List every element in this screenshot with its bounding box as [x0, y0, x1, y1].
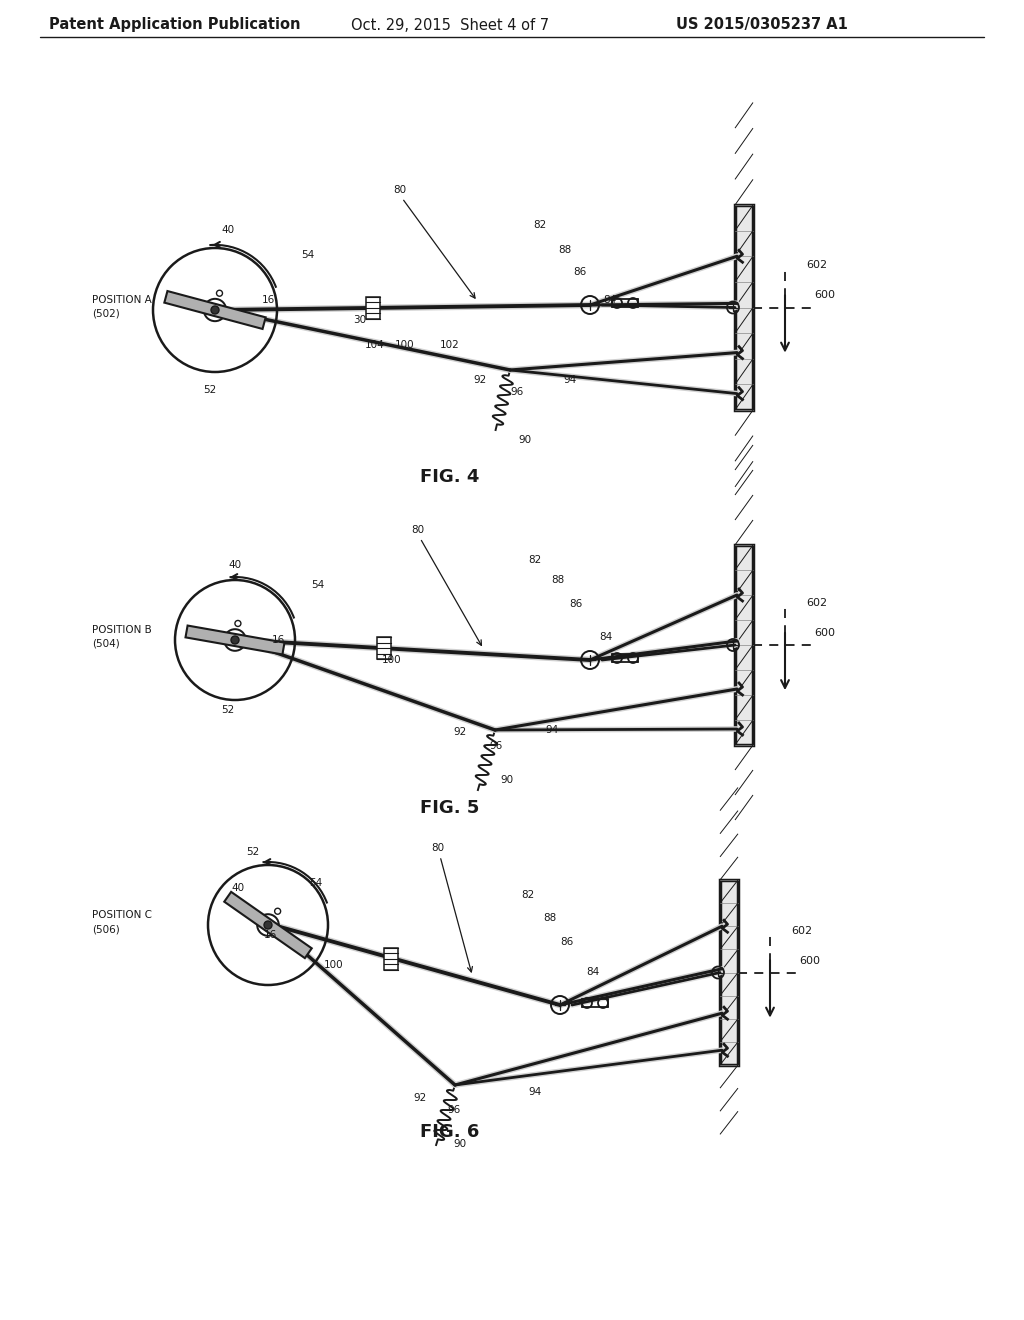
Polygon shape: [164, 290, 265, 329]
Text: FIG. 5: FIG. 5: [420, 799, 479, 817]
Text: (502): (502): [92, 309, 120, 319]
Text: POSITION B: POSITION B: [92, 624, 152, 635]
Circle shape: [274, 908, 281, 915]
Text: 102: 102: [440, 341, 460, 350]
Text: 80: 80: [412, 525, 425, 535]
Text: 16: 16: [263, 931, 276, 940]
Text: 92: 92: [414, 1093, 427, 1104]
Text: POSITION C: POSITION C: [92, 909, 152, 920]
Text: 40: 40: [221, 224, 234, 235]
Text: 80: 80: [393, 185, 407, 195]
Text: (504): (504): [92, 639, 120, 649]
Text: 54: 54: [311, 579, 325, 590]
Text: FIG. 4: FIG. 4: [420, 469, 479, 486]
Text: 40: 40: [231, 883, 245, 894]
Text: 96: 96: [489, 741, 503, 751]
Text: 94: 94: [546, 725, 559, 735]
Bar: [720, 880, 738, 1065]
Text: 104: 104: [366, 341, 385, 350]
Text: 600: 600: [800, 956, 820, 965]
Text: 100: 100: [395, 341, 415, 350]
Text: 16: 16: [261, 294, 274, 305]
Text: 52: 52: [221, 705, 234, 715]
Text: 84: 84: [587, 968, 600, 977]
Text: 30: 30: [353, 315, 367, 325]
Text: 86: 86: [573, 267, 587, 277]
Text: 100: 100: [382, 655, 401, 665]
Text: 82: 82: [534, 220, 547, 230]
Bar: [366, 297, 380, 319]
Polygon shape: [224, 892, 311, 958]
Text: 600: 600: [814, 290, 836, 301]
Text: 88: 88: [551, 576, 564, 585]
Text: 52: 52: [247, 847, 260, 857]
Text: 602: 602: [792, 925, 813, 936]
Circle shape: [216, 290, 222, 296]
Text: 84: 84: [603, 294, 616, 305]
Text: FIG. 6: FIG. 6: [420, 1123, 479, 1140]
Text: 92: 92: [454, 727, 467, 737]
Text: 100: 100: [325, 960, 344, 970]
Circle shape: [211, 306, 219, 314]
Text: 88: 88: [558, 246, 571, 255]
Text: 94: 94: [563, 375, 577, 385]
Text: 92: 92: [473, 375, 486, 385]
Text: (506): (506): [92, 924, 120, 935]
Text: 90: 90: [501, 775, 514, 785]
Text: 54: 54: [301, 249, 314, 260]
Text: 96: 96: [447, 1105, 461, 1115]
Text: 84: 84: [599, 632, 612, 642]
Text: 90: 90: [454, 1139, 467, 1148]
Circle shape: [231, 636, 239, 644]
Text: 96: 96: [510, 387, 523, 397]
Circle shape: [264, 921, 272, 929]
Text: 602: 602: [807, 598, 827, 609]
Text: 94: 94: [528, 1086, 542, 1097]
Text: 80: 80: [431, 843, 444, 853]
Text: 82: 82: [521, 890, 535, 900]
Text: Patent Application Publication: Patent Application Publication: [49, 17, 301, 33]
Text: 40: 40: [228, 560, 242, 570]
Text: 86: 86: [569, 599, 583, 609]
Text: 86: 86: [560, 937, 573, 946]
Bar: [377, 638, 391, 660]
Text: 82: 82: [528, 554, 542, 565]
Bar: [735, 545, 753, 744]
Text: 54: 54: [309, 878, 323, 888]
Text: US 2015/0305237 A1: US 2015/0305237 A1: [676, 17, 848, 33]
Circle shape: [234, 620, 241, 627]
Text: 88: 88: [544, 913, 557, 923]
Text: POSITION A: POSITION A: [92, 294, 152, 305]
Bar: [735, 205, 753, 411]
Text: 16: 16: [271, 635, 285, 645]
Bar: [384, 948, 397, 970]
Text: 52: 52: [204, 385, 217, 395]
Polygon shape: [185, 626, 285, 655]
Text: 602: 602: [807, 260, 827, 271]
Text: 90: 90: [518, 436, 531, 445]
Text: Oct. 29, 2015  Sheet 4 of 7: Oct. 29, 2015 Sheet 4 of 7: [351, 17, 549, 33]
Text: 600: 600: [814, 628, 836, 638]
